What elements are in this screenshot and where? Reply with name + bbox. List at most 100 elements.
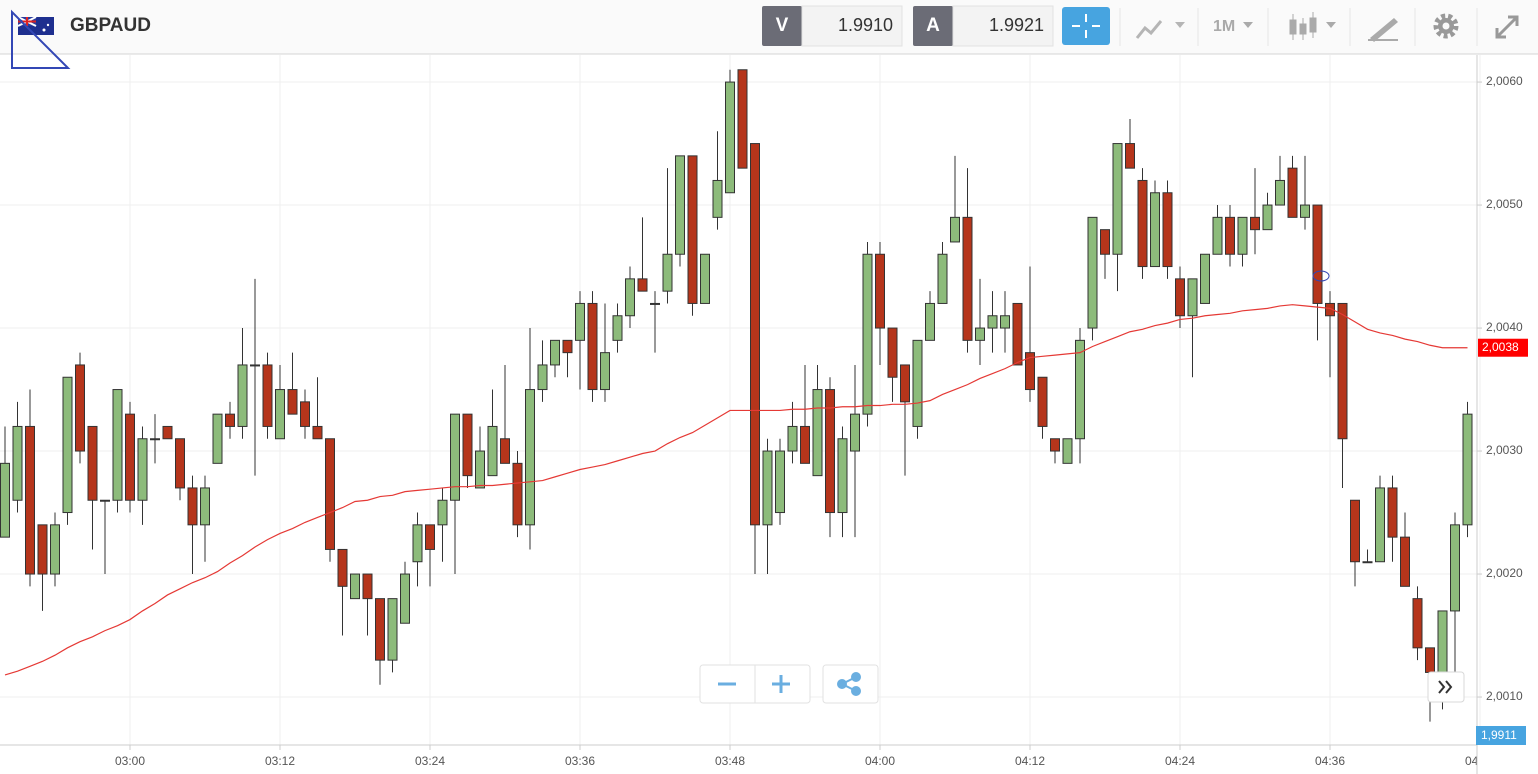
candle-body (37, 524, 48, 575)
bid-tag[interactable] (762, 6, 802, 46)
candle-body (137, 438, 148, 501)
candle-body (200, 487, 210, 526)
candle-body (687, 155, 698, 304)
candle-body (800, 425, 810, 464)
candle-body (512, 462, 523, 526)
toolbar: GBPAUD V 1.9910 A 1.9921 1M (0, 0, 1538, 69)
cursor-marker (1312, 270, 1330, 282)
corner-marker (11, 9, 71, 69)
candle-body (1087, 216, 1098, 329)
candle-body (1237, 216, 1248, 255)
x-tick-label: 04:36 (1315, 754, 1345, 768)
drawing-tool-button[interactable] (1368, 18, 1398, 42)
zoom-in-button[interactable] (772, 675, 790, 693)
candle-body (1112, 143, 1123, 255)
candle-body (1125, 143, 1135, 169)
candle-body (787, 425, 798, 452)
candle-body (462, 413, 473, 477)
candle-body (925, 302, 935, 341)
candle-body (650, 302, 660, 305)
settings-button[interactable] (1433, 13, 1459, 39)
candle-body (1400, 536, 1410, 587)
fullscreen-button[interactable] (1495, 15, 1519, 39)
flag-icon (17, 16, 54, 35)
candle-body (500, 438, 510, 464)
candle-style-button[interactable] (1289, 12, 1336, 40)
candle-body (612, 315, 623, 341)
bid-label: V (776, 15, 789, 36)
chart-type-button[interactable] (1135, 20, 1185, 39)
candle-body (162, 425, 173, 440)
candle-body (937, 253, 948, 304)
candle-body (425, 524, 435, 550)
candle-body (537, 364, 548, 391)
candle-body (987, 315, 998, 329)
candle-body (550, 339, 560, 366)
candle-body (312, 425, 323, 440)
y-tick-label: 2,0050 (1486, 197, 1523, 211)
candle-body (562, 339, 573, 354)
candle-body (212, 413, 223, 464)
y-tick-label: 2,0060 (1486, 74, 1523, 88)
candle-body (175, 438, 185, 489)
x-tick-label: 03:48 (715, 754, 745, 768)
y-tick-label: 2,0020 (1486, 566, 1523, 580)
candle-body (762, 450, 773, 526)
share-box[interactable] (822, 664, 879, 704)
x-tick-label: 03:12 (265, 754, 295, 768)
candle-body (1025, 352, 1035, 391)
candle-body (1350, 499, 1360, 563)
candle-body (712, 179, 723, 218)
x-tick-label: 03:24 (415, 754, 445, 768)
candle-body (962, 216, 973, 341)
y-axis: 2,0010 2,0020 2,0030 2,0040 2,0050 2,0060 (1477, 74, 1523, 703)
candle-body (900, 364, 910, 403)
scroll-end-button[interactable] (1427, 671, 1465, 703)
ask-box[interactable] (952, 5, 1054, 47)
candle-body (700, 253, 710, 304)
candle-body (387, 598, 398, 661)
candle-body (1450, 524, 1460, 612)
candle-body (887, 327, 898, 378)
x-tick-label: 04:24 (1165, 754, 1195, 768)
ask-tag[interactable] (913, 6, 953, 46)
candle-body (1100, 229, 1110, 255)
x-tick-label: 03:36 (565, 754, 595, 768)
candle-body (450, 413, 460, 501)
candle-body (12, 425, 23, 501)
candle-body (975, 327, 985, 341)
candle-body (525, 389, 535, 526)
candle-body (1012, 302, 1023, 366)
interval[interactable]: 1M (1213, 18, 1235, 35)
current-price-tag (1476, 726, 1526, 745)
candle-body (875, 253, 885, 329)
candle-body (487, 425, 498, 477)
candle-body (475, 450, 485, 489)
candle-body (125, 413, 135, 501)
candle-body (750, 143, 760, 526)
candle-body (1312, 204, 1323, 304)
candle-body (1250, 216, 1260, 231)
candle-body (1137, 179, 1148, 268)
ma-price-label: 2,0038 (1482, 340, 1519, 354)
candle-body (150, 438, 160, 441)
candle-body (1262, 204, 1273, 231)
bid-box[interactable] (801, 5, 903, 47)
candle-body (225, 413, 235, 427)
x-tick-label: 04:00 (865, 754, 895, 768)
candle-body (912, 339, 923, 427)
candle-body (75, 364, 85, 452)
candle-body (1275, 179, 1285, 206)
symbol: GBPAUD (70, 15, 151, 36)
candle-body (1362, 561, 1373, 564)
candle-body (1462, 413, 1473, 526)
crosshair-button[interactable] (1062, 7, 1110, 45)
candle-body (437, 499, 448, 526)
candle-body (1337, 302, 1348, 440)
candle-body (1150, 192, 1160, 268)
candle-body (1000, 315, 1010, 329)
candle-body (112, 389, 123, 501)
candle-body (300, 401, 310, 427)
candle-body (575, 302, 585, 341)
candle-body (1037, 376, 1048, 427)
